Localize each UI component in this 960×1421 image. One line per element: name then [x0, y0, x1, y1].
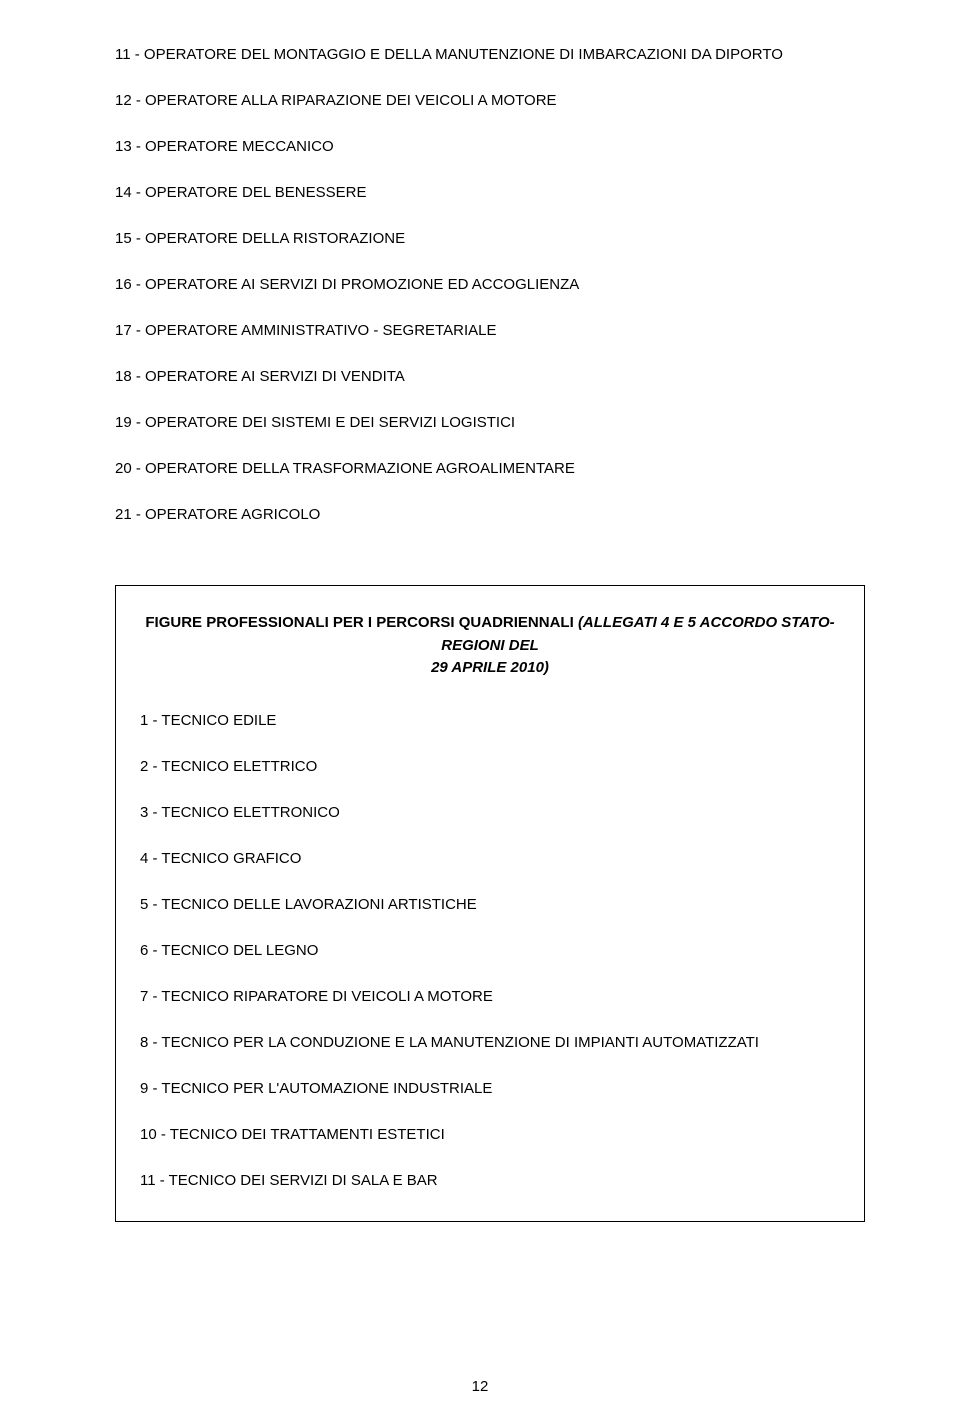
- page-number: 12: [0, 1378, 960, 1395]
- list-item: 13 - OPERATORE MECCANICO: [115, 136, 865, 157]
- list-item: 10 - TECNICO DEI TRATTAMENTI ESTETICI: [140, 1124, 840, 1145]
- list-item: 11 - TECNICO DEI SERVIZI DI SALA E BAR: [140, 1170, 840, 1191]
- box-title: FIGURE PROFESSIONALI PER I PERCORSI QUAD…: [140, 612, 840, 680]
- list-item: 11 - OPERATORE DEL MONTAGGIO E DELLA MAN…: [115, 44, 865, 65]
- list-item: 4 - TECNICO GRAFICO: [140, 848, 840, 869]
- list-item: 21 - OPERATORE AGRICOLO: [115, 504, 865, 525]
- list-item: 3 - TECNICO ELETTRONICO: [140, 802, 840, 823]
- list-item: 16 - OPERATORE AI SERVIZI DI PROMOZIONE …: [115, 274, 865, 295]
- list-item: 19 - OPERATORE DEI SISTEMI E DEI SERVIZI…: [115, 412, 865, 433]
- list-item: 8 - TECNICO PER LA CONDUZIONE E LA MANUT…: [140, 1032, 840, 1053]
- list-item: 12 - OPERATORE ALLA RIPARAZIONE DEI VEIC…: [115, 90, 865, 111]
- operator-list: 11 - OPERATORE DEL MONTAGGIO E DELLA MAN…: [115, 44, 865, 525]
- tecnico-list: 1 - TECNICO EDILE 2 - TECNICO ELETTRICO …: [140, 710, 840, 1191]
- list-item: 1 - TECNICO EDILE: [140, 710, 840, 731]
- list-item: 20 - OPERATORE DELLA TRASFORMAZIONE AGRO…: [115, 458, 865, 479]
- box-title-prefix: FIGURE PROFESSIONALI PER I PERCORSI QUAD…: [145, 614, 578, 631]
- box-title-line2: 29 APRILE 2010): [431, 659, 549, 676]
- list-item: 5 - TECNICO DELLE LAVORAZIONI ARTISTICHE: [140, 894, 840, 915]
- list-item: 9 - TECNICO PER L'AUTOMAZIONE INDUSTRIAL…: [140, 1078, 840, 1099]
- list-item: 2 - TECNICO ELETTRICO: [140, 756, 840, 777]
- list-item: 17 - OPERATORE AMMINISTRATIVO - SEGRETAR…: [115, 320, 865, 341]
- figure-box: FIGURE PROFESSIONALI PER I PERCORSI QUAD…: [115, 585, 865, 1222]
- list-item: 14 - OPERATORE DEL BENESSERE: [115, 182, 865, 203]
- list-item: 18 - OPERATORE AI SERVIZI DI VENDITA: [115, 366, 865, 387]
- list-item: 7 - TECNICO RIPARATORE DI VEICOLI A MOTO…: [140, 986, 840, 1007]
- list-item: 15 - OPERATORE DELLA RISTORAZIONE: [115, 228, 865, 249]
- list-item: 6 - TECNICO DEL LEGNO: [140, 940, 840, 961]
- document-page: 11 - OPERATORE DEL MONTAGGIO E DELLA MAN…: [0, 0, 960, 1421]
